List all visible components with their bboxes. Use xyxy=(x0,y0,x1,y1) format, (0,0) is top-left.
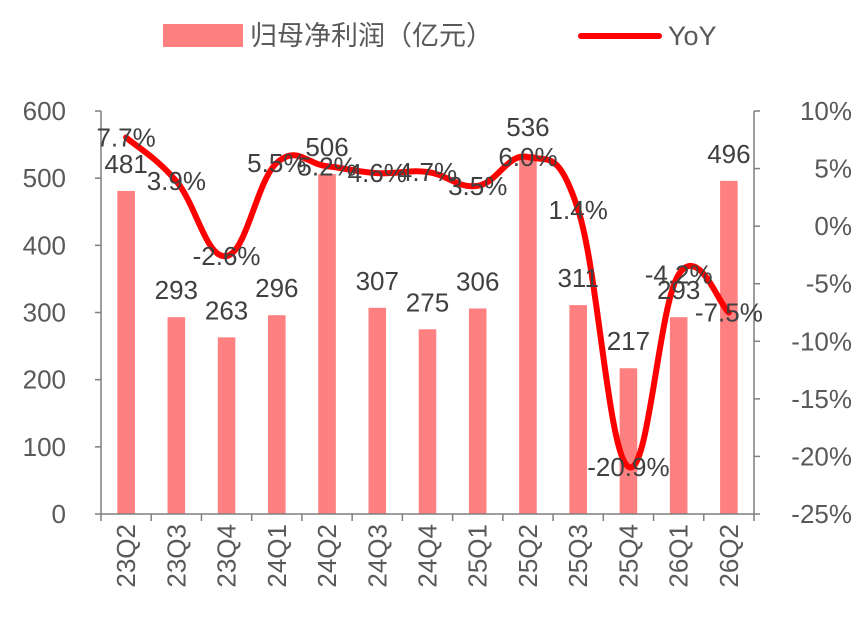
bar-25Q4 xyxy=(619,368,638,514)
legend-label-line: YoY xyxy=(668,21,717,51)
yoy-value-label: -20.9% xyxy=(587,452,669,482)
y-left-tick-label: 400 xyxy=(23,230,66,260)
bar-value-label: 481 xyxy=(104,149,147,179)
bar-value-label: 217 xyxy=(607,326,650,356)
x-tick-label: 25Q3 xyxy=(563,524,593,588)
bar-24Q1 xyxy=(268,315,286,514)
bar-23Q3 xyxy=(167,317,186,514)
yoy-value-label: 5.5% xyxy=(247,148,306,178)
x-tick-label: 23Q4 xyxy=(212,524,242,588)
y-left-tick-label: 100 xyxy=(23,432,66,462)
x-tick-label: 25Q1 xyxy=(463,524,493,588)
legend-swatch-bar xyxy=(163,24,243,47)
x-tick-label: 24Q1 xyxy=(262,524,292,588)
yoy-line xyxy=(123,134,732,471)
y-left-tick-label: 600 xyxy=(23,96,66,126)
bar-value-label: 496 xyxy=(707,139,750,169)
bar-25Q3 xyxy=(569,305,587,514)
bar-24Q4 xyxy=(418,329,437,514)
bar-value-label: 293 xyxy=(657,275,700,305)
bar-value-label: 275 xyxy=(406,287,449,317)
x-tick-label: 26Q1 xyxy=(664,524,694,588)
yoy-value-label: 1.4% xyxy=(549,195,608,225)
yoy-value-label: -7.5% xyxy=(695,298,763,328)
yoy-value-label: 4.7% xyxy=(398,157,457,187)
y-left-tick-label: 500 xyxy=(23,163,66,193)
x-tick-label: 25Q4 xyxy=(613,524,643,588)
y-left-tick-label: 300 xyxy=(23,298,66,328)
bar-value-label: 307 xyxy=(356,266,399,296)
x-tick-label: 26Q2 xyxy=(714,524,744,588)
y-left-tick-label: 0 xyxy=(52,499,66,529)
bar-26Q1 xyxy=(669,317,688,514)
x-tick-label: 24Q2 xyxy=(312,524,342,588)
bar-value-label: 263 xyxy=(205,295,248,325)
bar-24Q3 xyxy=(368,307,387,514)
bar-value-label: 506 xyxy=(305,132,348,162)
bar-23Q2 xyxy=(117,190,135,514)
bar-24Q2 xyxy=(318,174,336,515)
yoy-value-label: -4.2% xyxy=(645,260,713,290)
bar-value-label: 536 xyxy=(506,112,549,142)
bar-value-label: 311 xyxy=(557,263,598,293)
x-tick-label: 24Q3 xyxy=(362,524,392,588)
y-right-tick-label: -25% xyxy=(791,499,852,529)
bar-25Q2 xyxy=(519,153,537,514)
yoy-value-label: 3.5% xyxy=(448,171,507,201)
yoy-value-label: 4.6% xyxy=(348,158,407,188)
bar-value-label: 296 xyxy=(255,273,298,303)
y-right-tick-label: -15% xyxy=(791,384,852,414)
y-right-tick-label: -10% xyxy=(791,326,852,356)
bar-value-label: 293 xyxy=(155,275,198,305)
yoy-value-label: 3.9% xyxy=(147,166,206,196)
yoy-value-label: 6.0% xyxy=(498,142,557,172)
yoy-value-label: 7.7% xyxy=(96,122,155,152)
y-right-tick-label: 0% xyxy=(814,211,852,241)
bar-value-label: 306 xyxy=(456,266,499,296)
x-tick-label: 23Q3 xyxy=(161,524,191,588)
y-right-tick-label: 10% xyxy=(800,96,852,126)
bar-23Q4 xyxy=(217,337,236,514)
yoy-value-label: -2.6% xyxy=(193,241,261,271)
y-left-tick-label: 200 xyxy=(23,365,66,395)
yoy-value-label: 5.2% xyxy=(297,151,356,181)
legend-label-bar: 归母净利润（亿元） xyxy=(250,21,493,51)
x-tick-label: 25Q2 xyxy=(513,524,543,588)
bar-26Q2 xyxy=(720,180,738,514)
y-right-tick-label: 5% xyxy=(814,154,852,184)
x-tick-label: 24Q4 xyxy=(413,524,443,588)
bar-25Q1 xyxy=(468,308,487,514)
y-right-tick-label: -5% xyxy=(806,269,852,299)
y-right-tick-label: -20% xyxy=(791,441,852,471)
x-tick-label: 23Q2 xyxy=(111,524,141,588)
